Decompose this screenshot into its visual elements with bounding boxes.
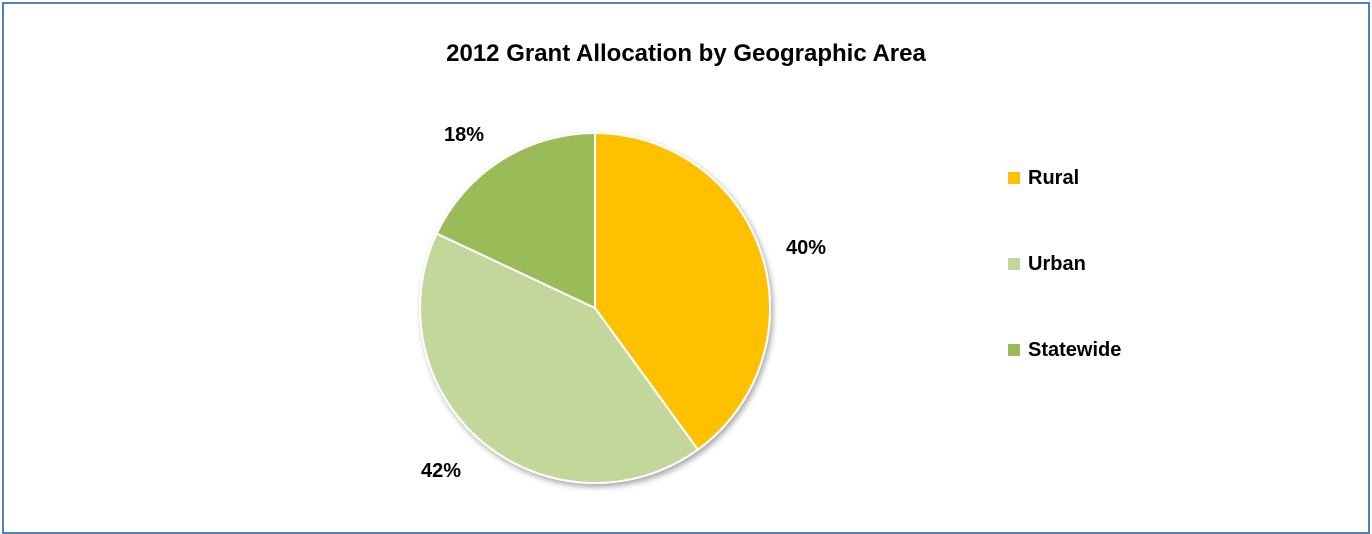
pie-slice-rural (594, 131, 771, 451)
legend-item-rural: Rural (1008, 164, 1121, 192)
pie-slice-statewide (435, 131, 596, 310)
legend-swatch-statewide (1008, 344, 1020, 356)
legend-swatch-rural (1008, 172, 1020, 184)
chart-legend: Rural Urban Statewide (1008, 164, 1121, 422)
legend-label-urban: Urban (1028, 252, 1086, 275)
legend-item-urban: Urban (1008, 250, 1121, 278)
data-label-rural: 40% (786, 237, 826, 259)
pie-slice-urban (419, 232, 700, 484)
chart-title: 2012 Grant Allocation by Geographic Area (446, 40, 926, 67)
legend-label-rural: Rural (1028, 166, 1080, 189)
legend-swatch-urban (1008, 258, 1020, 270)
legend-item-statewide: Statewide (1008, 336, 1121, 364)
data-label-urban: 42% (421, 460, 461, 482)
legend-label-statewide: Statewide (1028, 338, 1122, 361)
data-label-statewide: 18% (444, 124, 484, 146)
